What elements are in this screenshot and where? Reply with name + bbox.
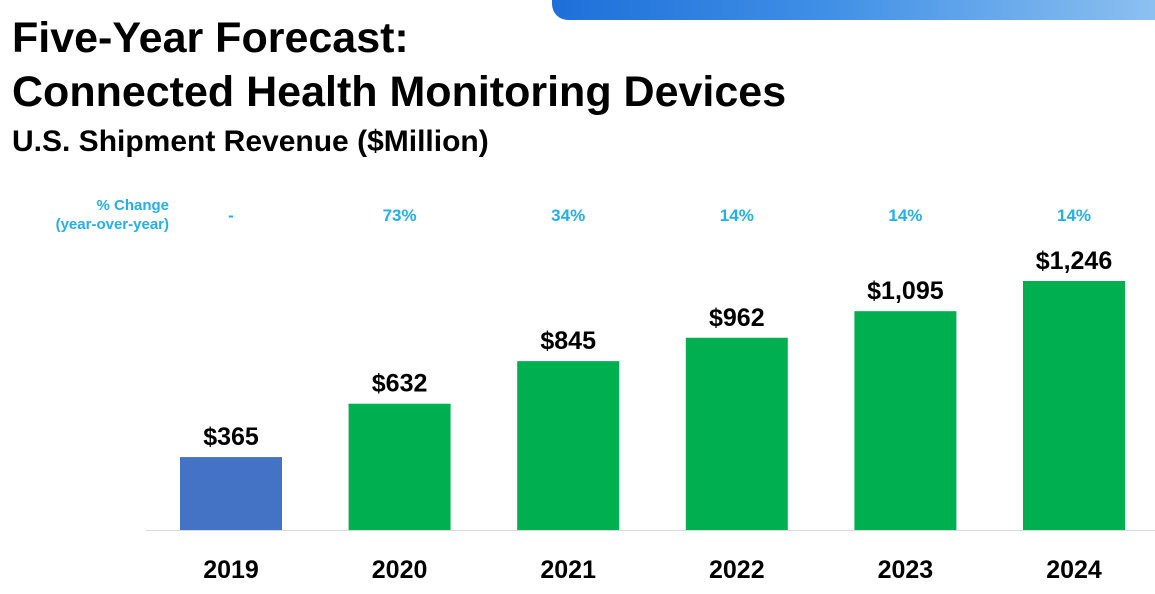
bar-2024 bbox=[1023, 281, 1125, 530]
pct-change-2022: 14% bbox=[720, 206, 754, 225]
x-tick-label-2020: 2020 bbox=[372, 556, 428, 584]
bar-2020 bbox=[348, 403, 451, 530]
bar-2021 bbox=[517, 361, 620, 530]
pct-change-header: % Change (year-over-year) bbox=[0, 196, 169, 234]
value-label-2024: $1,246 bbox=[1036, 247, 1112, 275]
pct-change-2019: - bbox=[228, 206, 234, 225]
page-title-line1: Five-Year Forecast: bbox=[12, 14, 409, 62]
bar-2019 bbox=[180, 457, 282, 530]
pct-change-2021: 34% bbox=[551, 206, 585, 225]
x-tick-label-2022: 2022 bbox=[709, 556, 765, 584]
x-tick-label-2024: 2024 bbox=[1046, 556, 1102, 584]
x-tick-label-2021: 2021 bbox=[540, 556, 596, 584]
x-tick-label-2023: 2023 bbox=[878, 556, 934, 584]
pct-change-header-line2: (year-over-year) bbox=[55, 216, 169, 233]
bar-2023 bbox=[854, 311, 957, 530]
value-label-2021: $845 bbox=[540, 327, 596, 355]
bar-2022 bbox=[685, 337, 788, 530]
page-title-line2: Connected Health Monitoring Devices bbox=[12, 68, 787, 116]
page-subtitle: U.S. Shipment Revenue ($Million) bbox=[12, 125, 489, 158]
pct-change-2020: 73% bbox=[383, 206, 417, 225]
value-label-2022: $962 bbox=[709, 304, 765, 332]
value-label-2023: $1,095 bbox=[867, 277, 944, 305]
pct-change-2023: 14% bbox=[888, 206, 922, 225]
pct-change-header-line1: % Change bbox=[96, 197, 169, 214]
x-tick-label-2019: 2019 bbox=[203, 556, 259, 584]
value-label-2020: $632 bbox=[372, 370, 428, 398]
pct-change-2024: 14% bbox=[1057, 206, 1091, 225]
value-label-2019: $365 bbox=[203, 423, 259, 451]
header-accent-band bbox=[552, 0, 1155, 20]
